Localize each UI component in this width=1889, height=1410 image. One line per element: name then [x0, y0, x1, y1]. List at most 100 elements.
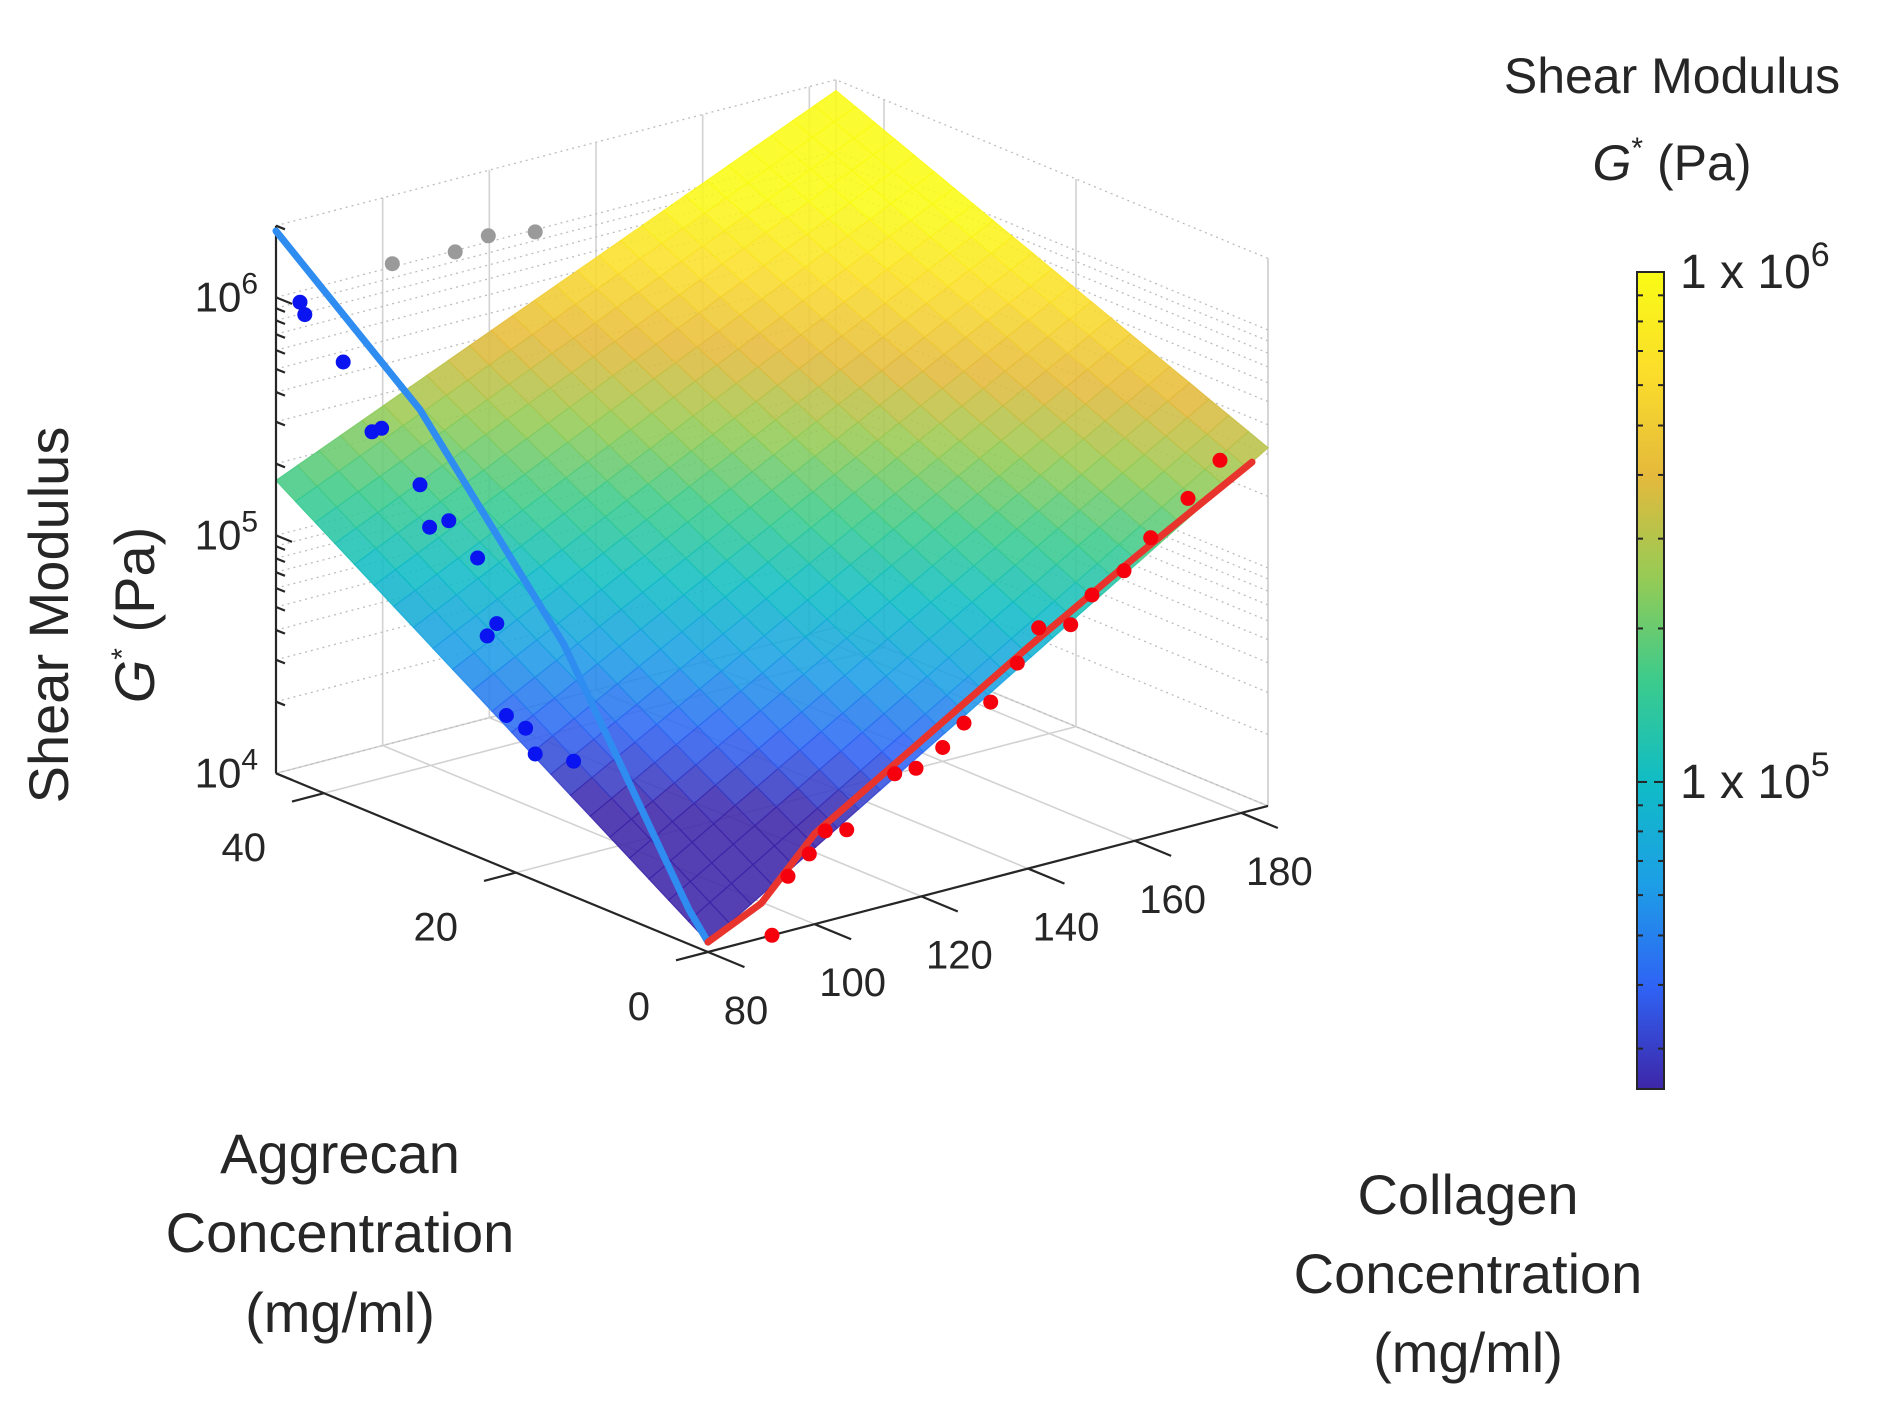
data-point-0 [470, 550, 486, 566]
z-grid-line [275, 79, 1269, 260]
colorbar-tick-exponent: 6 [1811, 236, 1830, 274]
colorbar-ticks: 1 x 105 1 x 106 [1637, 236, 1830, 1050]
data-point-0 [297, 307, 313, 323]
surface-plot [275, 89, 1269, 943]
z-minor-tick [275, 333, 286, 339]
data-point-1 [935, 740, 951, 755]
colorbar-tick-mantissa: 1 x 10 [1680, 756, 1811, 809]
fit-line-1 [704, 458, 1256, 946]
colorbar-title-line1: Shear Modulus [1504, 48, 1840, 104]
z-tick-base: 10 [195, 273, 242, 320]
data-point-1 [780, 868, 796, 884]
z-minor-tick [275, 224, 286, 231]
z-minor-tick [275, 319, 286, 326]
data-point-0 [566, 753, 582, 769]
x-tick [1027, 867, 1065, 885]
z-minor-tick [275, 307, 286, 313]
data-point-0 [364, 424, 380, 440]
z-tick-exponent: 5 [241, 505, 258, 538]
colorbar-tick-label: 1 x 106 [1680, 236, 1830, 299]
data-point-0 [527, 746, 543, 762]
z-major-tick [275, 534, 293, 543]
z-axis-unit-space [103, 632, 166, 648]
x-tick-label: 120 [926, 933, 993, 977]
x-axis-line [707, 804, 1269, 954]
y-axis-label: Aggrecan Concentration (mg/ml) [166, 1122, 515, 1344]
data-point-1 [764, 927, 780, 943]
x-axis-label-line2: Concentration [1294, 1242, 1643, 1305]
data-point-0 [412, 477, 428, 493]
z-axis-label-line1: Shear Modulus [17, 427, 80, 804]
z-grid-line [275, 150, 1269, 331]
x-tick-label: 100 [819, 961, 886, 1005]
y-tick [675, 950, 709, 962]
y-tick [291, 792, 325, 803]
colorbar-title-symbol: G [1593, 135, 1632, 191]
data-point-1 [1009, 655, 1025, 671]
data-point-0 [479, 628, 495, 644]
y-tick [483, 871, 517, 883]
data-point-1 [983, 694, 999, 710]
y-axis-label-line1: Aggrecan [220, 1122, 460, 1185]
data-point-0 [441, 513, 457, 529]
x-axis-label-line3: (mg/ml) [1373, 1321, 1563, 1384]
data-point-1 [887, 766, 903, 782]
z-minor-tick [275, 420, 286, 427]
z-grid-line [275, 203, 1269, 384]
y-tick-label: 20 [414, 906, 459, 950]
data-point-2 [527, 224, 543, 240]
y-tick-label: 0 [628, 985, 650, 1029]
z-grid-line [275, 626, 1269, 807]
z-grid-line [275, 161, 1269, 342]
data-point-1 [1143, 530, 1159, 546]
data-point-0 [518, 720, 534, 736]
x-tick [707, 950, 745, 969]
z-minor-tick [275, 658, 286, 665]
z-minor-tick [275, 700, 286, 707]
z-grid-line [275, 222, 1269, 403]
z-tick-base: 10 [195, 749, 242, 796]
data-point-1 [1116, 563, 1132, 579]
data-point-1 [839, 822, 855, 838]
data-point-1 [1031, 620, 1047, 636]
surface-patch [1225, 430, 1269, 468]
z-tick-label: 106 [195, 267, 258, 320]
x-tick [1134, 839, 1172, 857]
y-axis-line [275, 772, 709, 954]
z-minor-tick [275, 557, 286, 564]
z-tick-exponent: 6 [241, 267, 258, 300]
colorbar-title-star: * [1631, 132, 1643, 165]
data-point-0 [498, 708, 514, 723]
colorbar-gradient [1636, 271, 1665, 1090]
y-axis-label-line2: Concentration [166, 1201, 515, 1264]
data-point-1 [956, 715, 972, 731]
z-axis-star: * [106, 648, 139, 660]
colorbar-tick-exponent: 5 [1811, 746, 1830, 784]
z-minor-tick [275, 367, 286, 374]
z-major-tick [275, 772, 293, 781]
x-tick [1240, 811, 1279, 830]
data-point-1 [1212, 452, 1228, 468]
x-tick [920, 895, 959, 913]
data-point-0 [292, 294, 308, 310]
z-minor-tick [275, 545, 286, 551]
data-point-1 [1180, 490, 1196, 506]
z-major-tick [275, 296, 293, 305]
data-point-2 [447, 244, 463, 260]
z-grid-line [275, 245, 1269, 426]
data-point-1 [908, 760, 924, 776]
z-axis-unit: (Pa) [103, 527, 166, 633]
data-point-0 [489, 616, 505, 632]
fit-line-0 [272, 227, 712, 946]
data-point-2 [384, 256, 400, 272]
data-point-1 [817, 823, 833, 839]
x-tick [814, 923, 852, 941]
x-tick-label: 80 [724, 989, 769, 1033]
z-tick-base: 10 [195, 511, 242, 558]
z-grid-line [275, 187, 1269, 368]
z-tick-exponent: 4 [241, 743, 258, 776]
x-tick-label: 140 [1033, 906, 1100, 950]
